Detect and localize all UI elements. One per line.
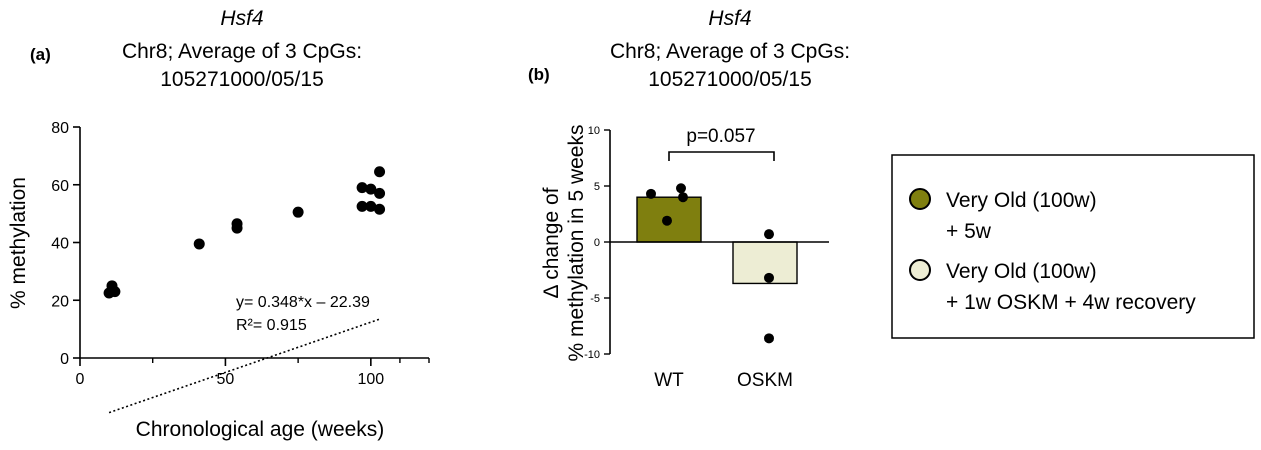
panel-b-data-point xyxy=(764,229,774,240)
panel-b-subtitle-line-2: 105271000/05/15 xyxy=(648,68,812,91)
panel-a-axes: 0 20 40 60 80 0 50 100 xyxy=(51,120,430,388)
panel-a-data-point xyxy=(374,166,386,178)
panel-b-data-point xyxy=(676,183,686,194)
panel-a-subtitle-line-1: Chr8; Average of 3 CpGs: xyxy=(122,40,362,63)
panel-a-data-point xyxy=(365,200,377,212)
legend-label-very-old-5w-line-1: Very Old (100w) xyxy=(946,189,1097,212)
panel-b-y-axis-label: Δ change of % methylation in 5 weeks xyxy=(540,125,588,362)
panel-a-scatter-chart: (a) Hsf4 Chr8; Average of 3 CpGs: 105271… xyxy=(7,7,430,441)
panel-a-data-point xyxy=(374,187,386,199)
legend-label-very-old-oskm-line-1: Very Old (100w) xyxy=(946,260,1097,283)
panel-a-x-tick-label: 0 xyxy=(76,371,85,388)
panel-b-y-tick-label: 10 xyxy=(588,125,600,137)
panel-b-title: Hsf4 xyxy=(708,7,751,30)
panel-a-x-tick-label: 100 xyxy=(357,371,384,388)
panel-b-pvalue-label: p=0.057 xyxy=(686,126,755,147)
panel-a-y-axis-label: % methylation xyxy=(7,177,30,309)
panel-b-category-label: OSKM xyxy=(737,370,793,391)
panel-a-data-point xyxy=(356,182,368,194)
panel-a-data-points xyxy=(103,166,386,299)
panel-b-label: (b) xyxy=(528,65,550,84)
panel-b-significance-bracket xyxy=(668,151,775,161)
legend-box xyxy=(891,154,1255,339)
panel-b-y-axis-label-line-1: Δ change of xyxy=(540,187,563,298)
panel-b-y-tick-label: -10 xyxy=(584,349,600,361)
panel-b-data-point xyxy=(646,188,656,199)
panel-a-y-tick-label: 80 xyxy=(51,120,69,137)
legend-label-very-old-oskm-line-2: + 1w OSKM + 4w recovery xyxy=(946,291,1196,314)
panel-b-data-points xyxy=(646,183,774,344)
legend: Very Old (100w) + 5w Very Old (100w) + 1… xyxy=(891,154,1255,339)
panel-a-data-point xyxy=(109,286,121,298)
panel-a-title: Hsf4 xyxy=(220,7,263,30)
panel-b-y-tick-label: -5 xyxy=(590,293,600,305)
panel-b-subtitle-line-1: Chr8; Average of 3 CpGs: xyxy=(610,40,850,63)
panel-a-data-point xyxy=(356,200,368,212)
panel-b-data-point xyxy=(662,215,672,226)
panel-b-bars xyxy=(636,196,798,285)
panel-a-x-tick-label: 50 xyxy=(217,371,235,388)
legend-marker-very-old-oskm xyxy=(909,259,931,281)
legend-marker-very-old-5w xyxy=(909,188,931,210)
panel-b-data-point xyxy=(764,333,774,344)
panel-b-data-point xyxy=(678,192,688,203)
panel-a-data-point xyxy=(374,203,386,215)
panel-b-y-axis-label-line-2: % methylation in 5 weeks xyxy=(565,125,588,362)
panel-b-y-tick-label: 5 xyxy=(594,181,600,193)
panel-a-y-tick-label: 0 xyxy=(60,351,69,368)
panel-a-y-tick-label: 40 xyxy=(51,236,69,253)
panel-a-equation-annotation: y= 0.348*x – 22.39 xyxy=(236,294,370,311)
panel-a-y-tick-label: 60 xyxy=(51,178,69,195)
panel-a-data-point xyxy=(365,183,377,195)
panel-b-category-label: WT xyxy=(654,370,684,391)
panel-b-y-tick-label: 0 xyxy=(594,237,600,249)
legend-label-very-old-5w-line-2: + 5w xyxy=(946,220,992,243)
panel-a-label: (a) xyxy=(30,45,51,64)
panel-a-y-tick-label: 20 xyxy=(51,293,69,310)
panel-a-data-point xyxy=(231,218,243,230)
panel-a-data-point xyxy=(292,206,304,218)
panel-b-bar-chart: (b) Hsf4 Chr8; Average of 3 CpGs: 105271… xyxy=(528,7,850,391)
panel-b-data-point xyxy=(764,272,774,283)
panel-a-r-squared-annotation: R²= 0.915 xyxy=(236,317,307,334)
panel-a-data-point xyxy=(193,238,205,250)
panel-a-subtitle-line-2: 105271000/05/15 xyxy=(160,68,324,91)
panel-a-x-axis-label: Chronological age (weeks) xyxy=(136,418,385,441)
